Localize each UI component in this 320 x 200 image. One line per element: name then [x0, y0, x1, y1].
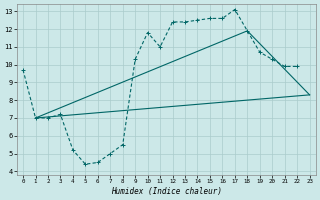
X-axis label: Humidex (Indice chaleur): Humidex (Indice chaleur) — [111, 187, 222, 196]
